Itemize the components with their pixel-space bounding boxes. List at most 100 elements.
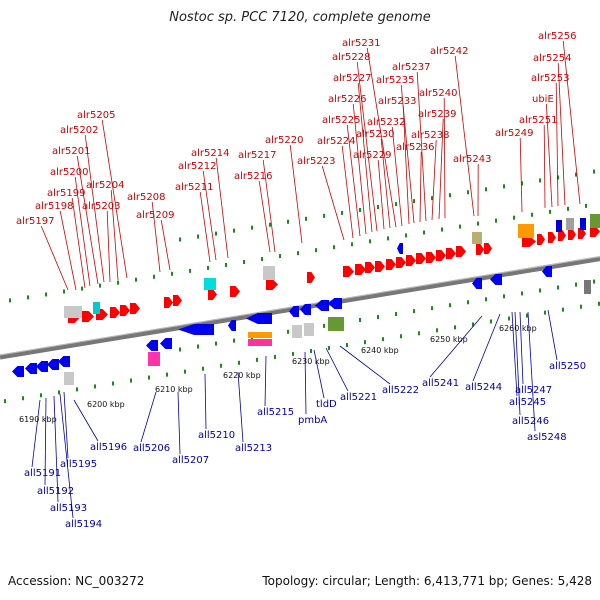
tick-mark — [287, 219, 289, 224]
tick-mark — [197, 344, 199, 349]
gene-leader-line — [547, 309, 558, 361]
gene-leader-line — [304, 351, 307, 415]
tick-mark — [179, 237, 181, 242]
tick-mark — [153, 274, 155, 279]
tick-mark — [99, 283, 101, 288]
forward-gene-arrow — [416, 253, 426, 264]
tick-mark — [220, 363, 222, 368]
reverse-gene-label: all5250 — [549, 361, 586, 372]
gene-leader-line — [511, 311, 518, 397]
gene-leader-line — [202, 170, 217, 261]
tick-mark — [485, 297, 487, 302]
tick-mark — [197, 234, 199, 239]
tick-mark — [22, 396, 24, 401]
forward-gene-arrow — [208, 289, 217, 300]
topology-label: Topology: circular; Length: 6,413,771 bp… — [262, 574, 592, 588]
forward-gene-arrow — [343, 266, 354, 277]
tick-mark — [305, 216, 307, 221]
tick-mark — [135, 277, 137, 282]
gene-leader-line — [264, 355, 267, 407]
forward-gene-label: alr5220 — [265, 135, 303, 146]
tick-mark — [485, 187, 487, 192]
tick-mark — [233, 228, 235, 233]
forward-gene-label: alr5197 — [16, 216, 54, 227]
tick-mark — [567, 206, 569, 211]
accession-label: Accession: NC_003272 — [8, 574, 145, 588]
tick-mark — [94, 384, 96, 389]
gene-leader-line — [237, 371, 244, 443]
reverse-gene-arrow — [328, 298, 342, 309]
tick-mark — [495, 218, 497, 223]
forward-gene-label: alr5211 — [175, 182, 213, 193]
rna-feature-box — [292, 325, 302, 338]
rna-feature-box — [204, 278, 216, 290]
tick-mark — [256, 357, 258, 362]
reverse-gene-label: all5247 — [515, 385, 552, 396]
forward-gene-arrow — [164, 297, 173, 308]
gene-leader-line — [321, 165, 345, 241]
gene-leader-line — [84, 134, 105, 283]
gene-leader-line — [106, 210, 111, 283]
gene-leader-line — [262, 159, 276, 253]
gene-leader-line — [74, 176, 91, 287]
tick-mark — [580, 304, 582, 309]
tick-mark — [436, 328, 438, 333]
forward-gene-arrow — [522, 236, 536, 247]
gene-leader-line — [400, 84, 415, 224]
gene-leader-line — [346, 124, 361, 237]
tick-mark — [45, 292, 47, 297]
reverse-gene-label: all5222 — [382, 385, 419, 396]
forward-gene-label: alr5202 — [60, 125, 98, 136]
gene-leader-line — [546, 103, 553, 208]
tick-mark — [472, 322, 474, 327]
tick-mark — [297, 251, 299, 256]
reverse-gene-arrow — [289, 306, 299, 317]
forward-gene-arrow — [120, 305, 130, 316]
forward-gene-arrow — [537, 234, 545, 245]
tick-mark — [544, 310, 546, 315]
forward-gene-arrow — [476, 244, 484, 255]
tick-mark — [467, 300, 469, 305]
gene-leader-line — [454, 55, 475, 217]
tick-mark — [490, 319, 492, 324]
forward-gene-arrow — [484, 243, 492, 254]
tick-mark — [413, 309, 415, 314]
reverse-gene-label: all5195 — [60, 459, 97, 470]
tick-mark — [184, 369, 186, 374]
tick-mark — [364, 340, 366, 345]
tick-mark — [351, 242, 353, 247]
gene-leader-line — [557, 62, 566, 206]
forward-gene-label: alr5228 — [332, 52, 370, 63]
gene-leader-line — [59, 393, 74, 519]
reverse-gene-label: all5206 — [133, 443, 170, 454]
reverse-gene-label: all5196 — [90, 442, 127, 453]
reverse-gene-arrow — [12, 366, 24, 377]
forward-gene-arrow — [375, 261, 385, 272]
tick-mark — [449, 193, 451, 198]
forward-gene-arrow — [173, 295, 182, 306]
forward-gene-arrow — [456, 246, 466, 257]
gene-leader-line — [313, 349, 325, 399]
tick-mark — [382, 337, 384, 342]
tick-mark — [40, 393, 42, 398]
tick-mark — [585, 203, 587, 208]
forward-gene-arrow — [82, 311, 94, 322]
forward-gene-arrow — [548, 232, 556, 243]
tick-mark — [4, 399, 6, 404]
misc-feature-box — [248, 332, 272, 338]
forward-gene-label: alr5249 — [495, 128, 533, 139]
gene-leader-line — [366, 47, 397, 228]
forward-gene-arrow — [110, 307, 120, 318]
forward-gene-label: alr5212 — [178, 161, 216, 172]
forward-gene-arrow — [426, 252, 436, 263]
gene-leader-line — [519, 137, 523, 213]
tick-mark — [513, 215, 515, 220]
tick-mark — [310, 348, 312, 353]
forward-gene-label: alr5243 — [453, 154, 491, 165]
gene-leader-line — [140, 391, 157, 443]
reverse-gene-arrow — [228, 320, 236, 331]
kbp-scale-label: 6200 kbp — [87, 400, 125, 409]
tick-mark — [477, 221, 479, 226]
reverse-gene-label: all5241 — [422, 378, 459, 389]
genome-axis-highlight — [0, 256, 600, 356]
